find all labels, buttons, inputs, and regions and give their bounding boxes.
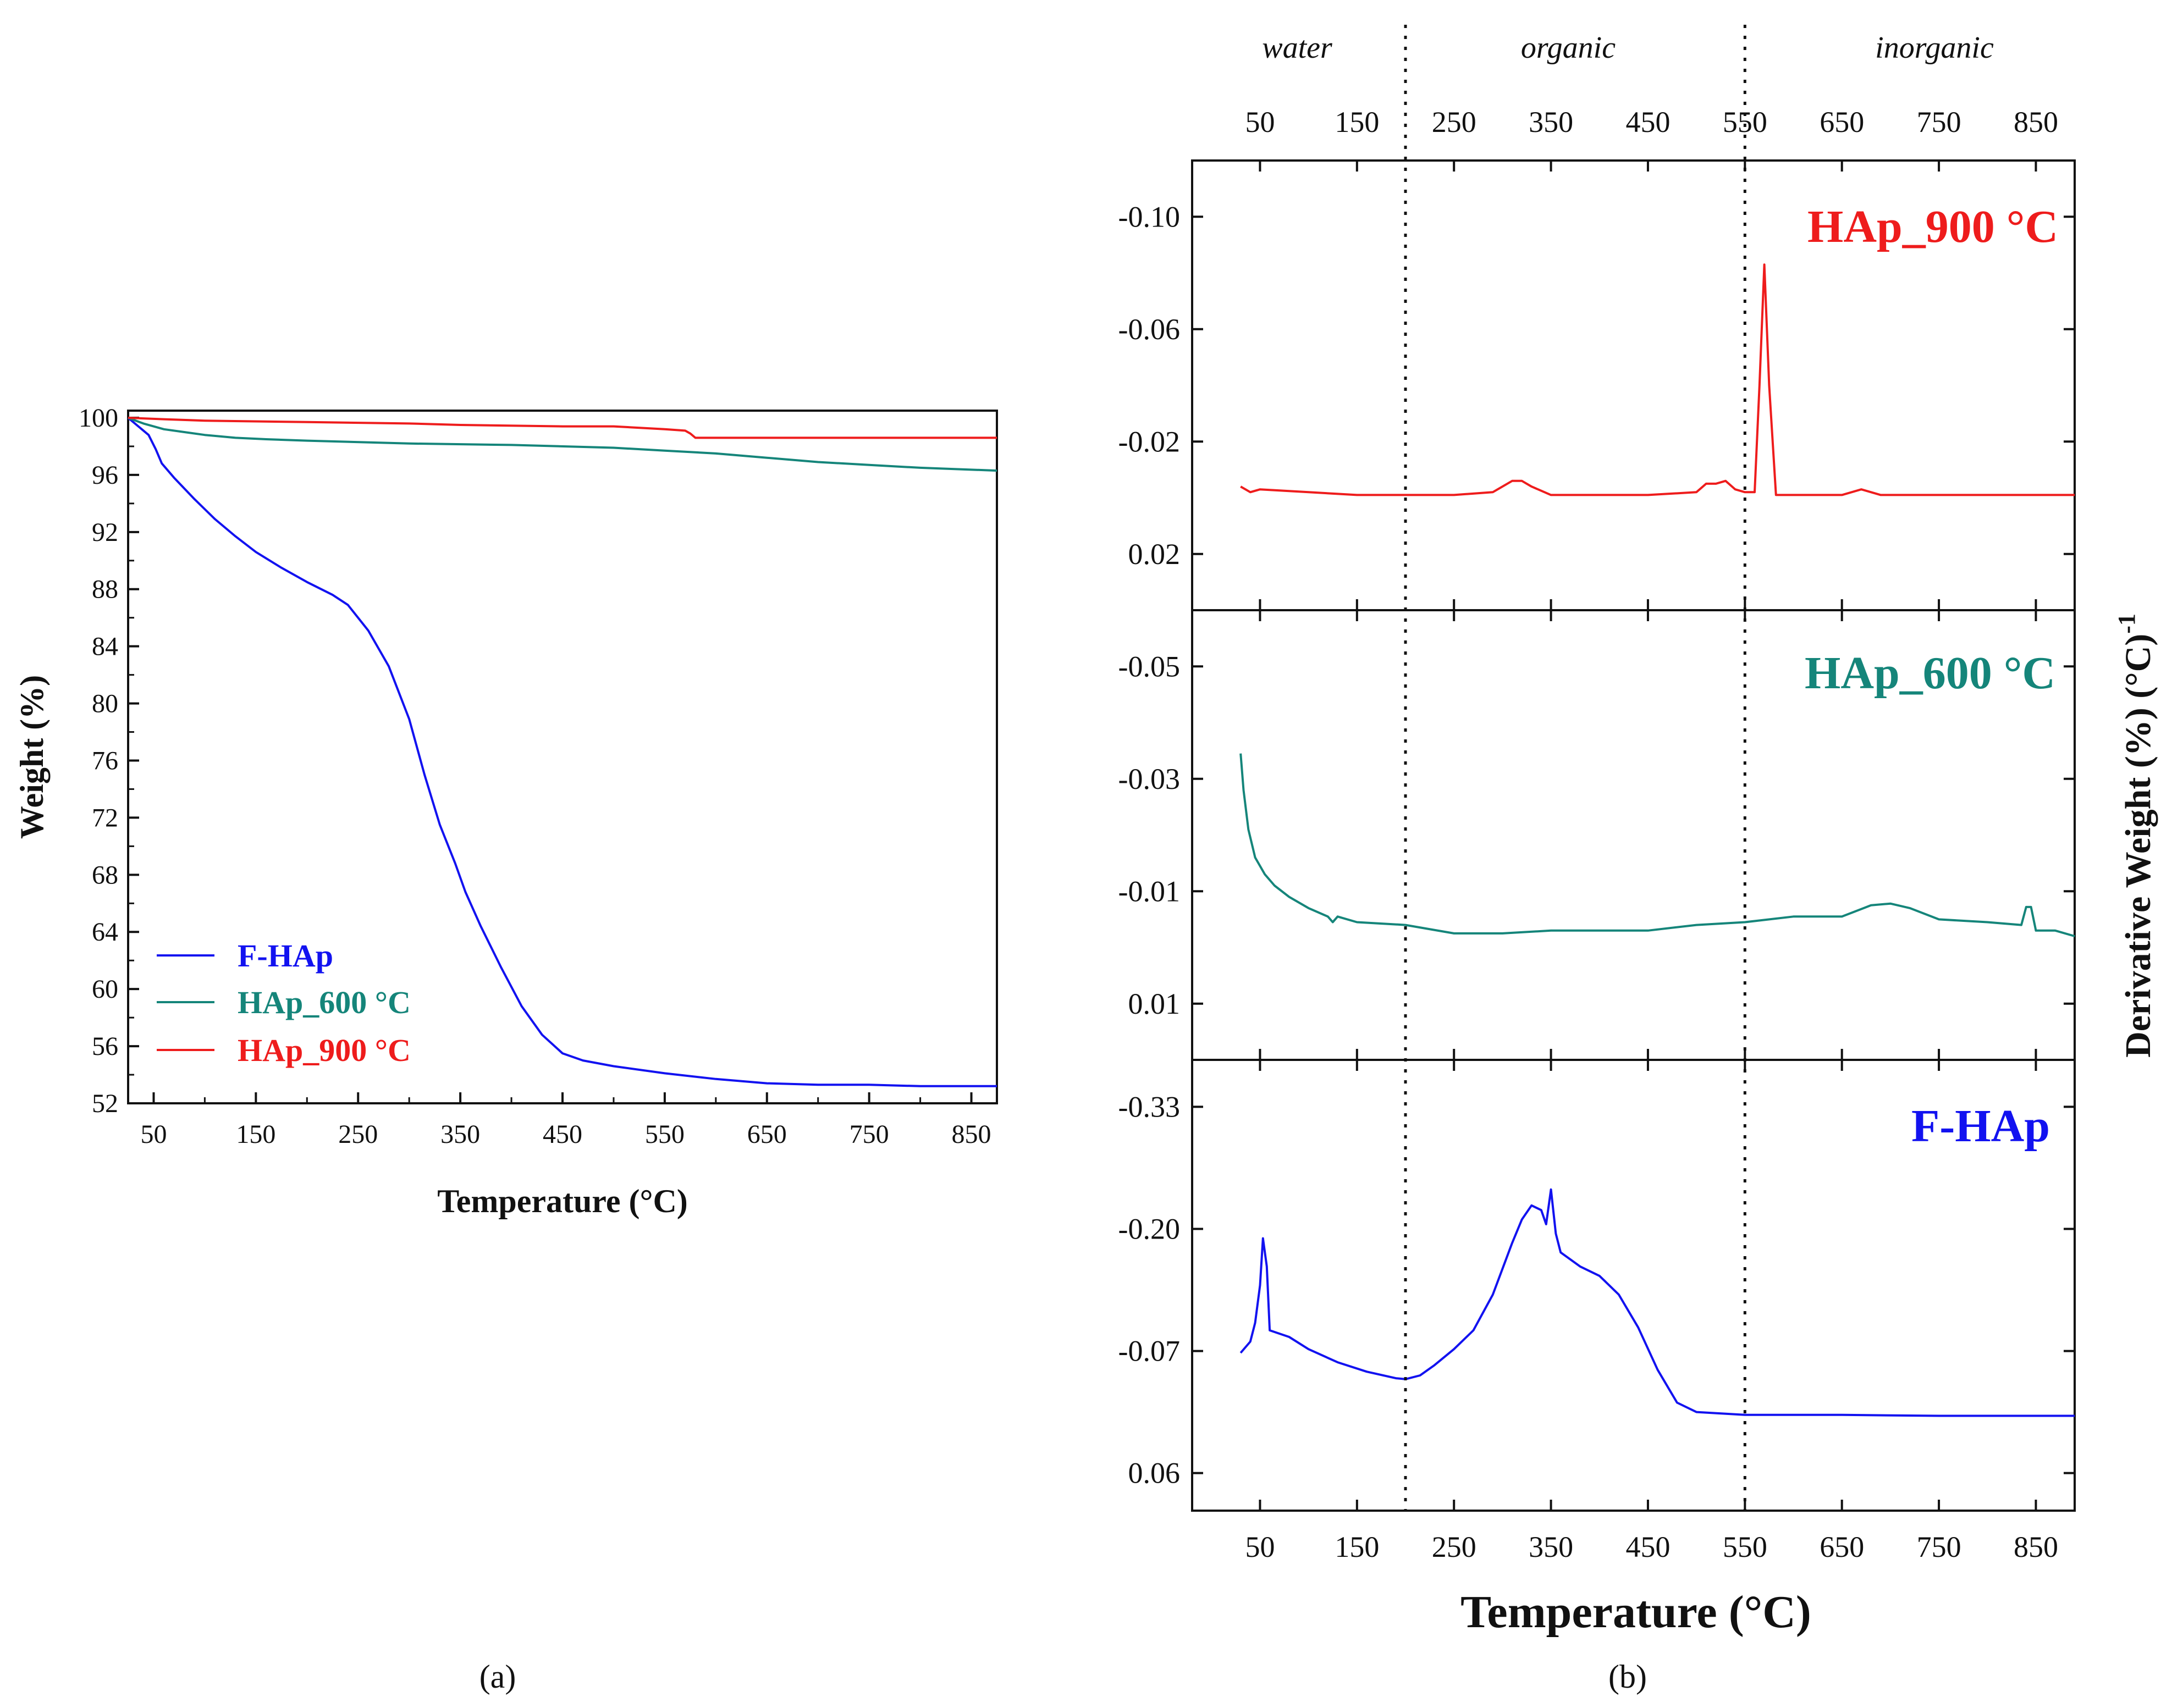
chart-a-ytick-label: 68 <box>92 860 118 889</box>
chart-b-xtick-label: 550 <box>1723 1530 1767 1563</box>
panel-label-hap900: HAp_900 °C <box>1807 201 2058 252</box>
chart-a-ytick-label: 72 <box>92 803 118 832</box>
chart-a-ytick-label: 96 <box>92 461 118 490</box>
caption-b: (b) <box>1608 1659 1647 1695</box>
panel-ytick-label: -0.01 <box>1118 875 1180 908</box>
panel-ytick-label: 0.02 <box>1128 538 1181 571</box>
chart-a-ytick-label: 60 <box>92 975 118 1004</box>
chart-a-ylabel: Weight (%) <box>14 675 50 839</box>
legend-label-hap600: HAp_600 °C <box>238 985 411 1020</box>
chart-a-ytick-label: 100 <box>79 403 118 433</box>
chart-b: water organic inorganic 50 150 250 350 450 55… <box>1118 25 2158 1695</box>
chart-a-xtick-label: 650 <box>747 1120 787 1149</box>
panel-ytick-label: -0.05 <box>1118 650 1180 683</box>
chart-b-top-tick-label: 650 <box>1820 106 1864 139</box>
panel-ytick-label: -0.10 <box>1118 200 1180 233</box>
chart-a-xlabel: Temperature (°C) <box>437 1183 688 1219</box>
chart-a-ytick-label: 64 <box>92 917 118 947</box>
chart-b-ylabel-main: Derivative Weight (%) (°C) <box>2118 634 2158 1058</box>
chart-a-series <box>127 417 997 1087</box>
chart-b-top-tick-label: 250 <box>1432 106 1476 139</box>
chart-b-bottom-ticks: 50 150 250 350 450 550 650 750 850 <box>1245 1530 2058 1563</box>
legend-label-hap900: HAp_900 °C <box>238 1032 411 1068</box>
chart-b-top-tick-label: 350 <box>1529 106 1573 139</box>
chart-a: 50 150 250 350 450 550 650 750 850 52 56 60 64 68 72 7… <box>14 403 998 1695</box>
legend-label-fhap: F-HAp <box>238 938 333 974</box>
series-line-f-hap <box>1239 1188 2075 1417</box>
panel-ytick-label: 0.06 <box>1128 1457 1181 1490</box>
panel-hap-600-c: -0.05 -0.03 -0.01 0.01 <box>1118 610 2075 1060</box>
chart-b-xtick-label: 250 <box>1432 1530 1476 1563</box>
chart-a-xtick-label: 750 <box>850 1120 889 1149</box>
series-line-hap-600-c <box>1239 753 2075 937</box>
chart-a-ytick-label: 84 <box>92 632 118 661</box>
panel-ytick-label: -0.07 <box>1118 1335 1180 1368</box>
panel-hap-900-c: -0.10 -0.06 -0.02 0.02 <box>1118 161 2075 610</box>
chart-b-top-tick-label: 50 <box>1245 106 1275 139</box>
chart-b-xtick-label: 150 <box>1335 1530 1379 1563</box>
region-labels: water organic inorganic <box>1262 31 1994 65</box>
chart-a-ytick-label: 92 <box>92 518 118 547</box>
chart-b-xtick-label: 750 <box>1917 1530 1961 1563</box>
chart-a-xtick-label: 550 <box>645 1120 685 1149</box>
chart-b-top-tick-label: 450 <box>1625 106 1670 139</box>
chart-b-top-tick-label: 750 <box>1917 106 1961 139</box>
chart-a-ytick-label: 76 <box>92 746 118 775</box>
panel-fhap-frame <box>1191 1059 2076 1512</box>
chart-a-ytick-label: 56 <box>92 1032 118 1061</box>
series-line-hap-900-c <box>1240 263 2075 496</box>
region-label-organic: organic <box>1521 31 1616 65</box>
chart-a-xtick-label: 50 <box>140 1120 167 1149</box>
chart-b-xtick-label: 650 <box>1820 1530 1864 1563</box>
chart-b-top-tick-label: 850 <box>2014 106 2058 139</box>
chart-b-ylabel-superscript: -1 <box>2113 613 2140 634</box>
chart-b-xtick-label: 50 <box>1245 1530 1275 1563</box>
chart-a-xtick-label: 850 <box>952 1120 991 1149</box>
chart-a-ytick-label: 88 <box>92 575 118 604</box>
panel-ytick-label: -0.20 <box>1118 1213 1180 1246</box>
chart-b-xlabel: Temperature (°C) <box>1460 1587 1811 1638</box>
series-line-hap-600-c <box>128 417 997 472</box>
chart-b-top-tick-label: 150 <box>1335 106 1379 139</box>
panel-ytick-label: 0.01 <box>1128 987 1181 1020</box>
chart-a-x-ticks: 50 150 250 350 450 550 650 750 850 <box>140 1092 991 1149</box>
panel-label-hap600: HAp_600 °C <box>1805 648 2055 699</box>
chart-b-ylabel: Derivative Weight (%) (°C)-1 <box>2113 613 2158 1058</box>
panel-label-fhap: F-HAp <box>1911 1101 2050 1152</box>
chart-b-top-ticks: 50 150 250 350 450 550 650 750 850 <box>1245 106 2058 139</box>
chart-b-xtick-label: 450 <box>1625 1530 1670 1563</box>
caption-a: (a) <box>479 1659 516 1695</box>
panel-f-hap: -0.33 -0.20 -0.07 0.06 <box>1118 1060 2075 1511</box>
chart-b-panels: -0.10-0.06-0.020.02-0.05-0.03-0.010.01-0… <box>1118 161 2075 1511</box>
panel-ytick-label: -0.02 <box>1118 425 1180 458</box>
chart-a-xtick-label: 450 <box>543 1120 582 1149</box>
region-label-inorganic: inorganic <box>1875 31 1994 65</box>
region-label-water: water <box>1262 31 1332 65</box>
chart-a-ytick-label: 52 <box>92 1089 118 1118</box>
chart-a-xtick-label: 350 <box>440 1120 480 1149</box>
chart-b-xtick-label: 850 <box>2014 1530 2058 1563</box>
panel-ytick-label: -0.33 <box>1118 1090 1180 1123</box>
panel-ytick-label: -0.06 <box>1118 313 1180 346</box>
chart-a-xtick-label: 150 <box>236 1120 275 1149</box>
region-boundaries <box>1404 25 1746 1511</box>
series-line-f-hap <box>127 417 997 1087</box>
chart-a-xtick-label: 250 <box>338 1120 378 1149</box>
series-line-hap-900-c <box>128 417 997 439</box>
chart-b-top-tick-label: 550 <box>1723 106 1767 139</box>
chart-b-xtick-label: 350 <box>1529 1530 1573 1563</box>
chart-a-ytick-label: 80 <box>92 689 118 718</box>
panel-ytick-label: -0.03 <box>1118 762 1180 795</box>
chart-a-legend: F-HAp HAp_600 °C HAp_900 °C <box>157 938 411 1068</box>
chart-a-y-ticks: 52 56 60 64 68 72 76 80 84 88 92 96 100 <box>79 403 139 1118</box>
